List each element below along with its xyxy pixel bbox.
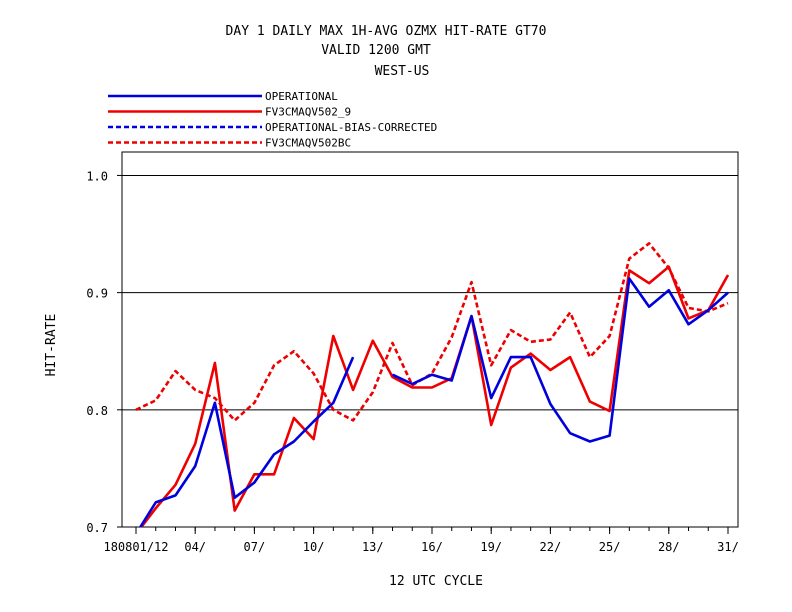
chart-title-line: DAY 1 DAILY MAX 1H-AVG OZMX HIT-RATE GT7… (226, 24, 547, 39)
x-tick-label: 31/ (717, 540, 739, 554)
legend-label: OPERATIONAL (265, 90, 338, 103)
legend-label: FV3CMAQV502BC (265, 137, 351, 150)
x-tick-label: 19/ (480, 540, 502, 554)
y-tick-label: 0.8 (86, 404, 108, 418)
x-tick-label: 25/ (599, 540, 621, 554)
x-tick-label: 04/ (184, 540, 206, 554)
x-tick-label: 16/ (421, 540, 443, 554)
chart-title-line: WEST-US (375, 64, 430, 79)
series-line (139, 265, 730, 527)
legend-label: FV3CMAQV502_9 (265, 106, 351, 119)
y-axis-label: HIT-RATE (44, 314, 59, 377)
legend-label: OPERATIONAL-BIAS-CORRECTED (265, 121, 437, 134)
y-tick-label: 1.0 (86, 169, 108, 183)
x-tick-label: 22/ (540, 540, 562, 554)
y-tick-label: 0.9 (86, 287, 108, 301)
x-tick-label: 13/ (362, 540, 384, 554)
chart-title-line: VALID 1200 GMT (321, 43, 431, 58)
series-line (138, 277, 729, 527)
plot-frame (121, 151, 739, 528)
x-tick-label: 180801/12 (103, 540, 168, 554)
x-axis-label: 12 UTC CYCLE (389, 574, 483, 589)
x-tick-label: 28/ (658, 540, 680, 554)
x-tick-label: 07/ (244, 540, 266, 554)
series-line (135, 242, 729, 422)
y-tick-label: 0.7 (86, 521, 108, 535)
x-tick-label: 10/ (303, 540, 325, 554)
